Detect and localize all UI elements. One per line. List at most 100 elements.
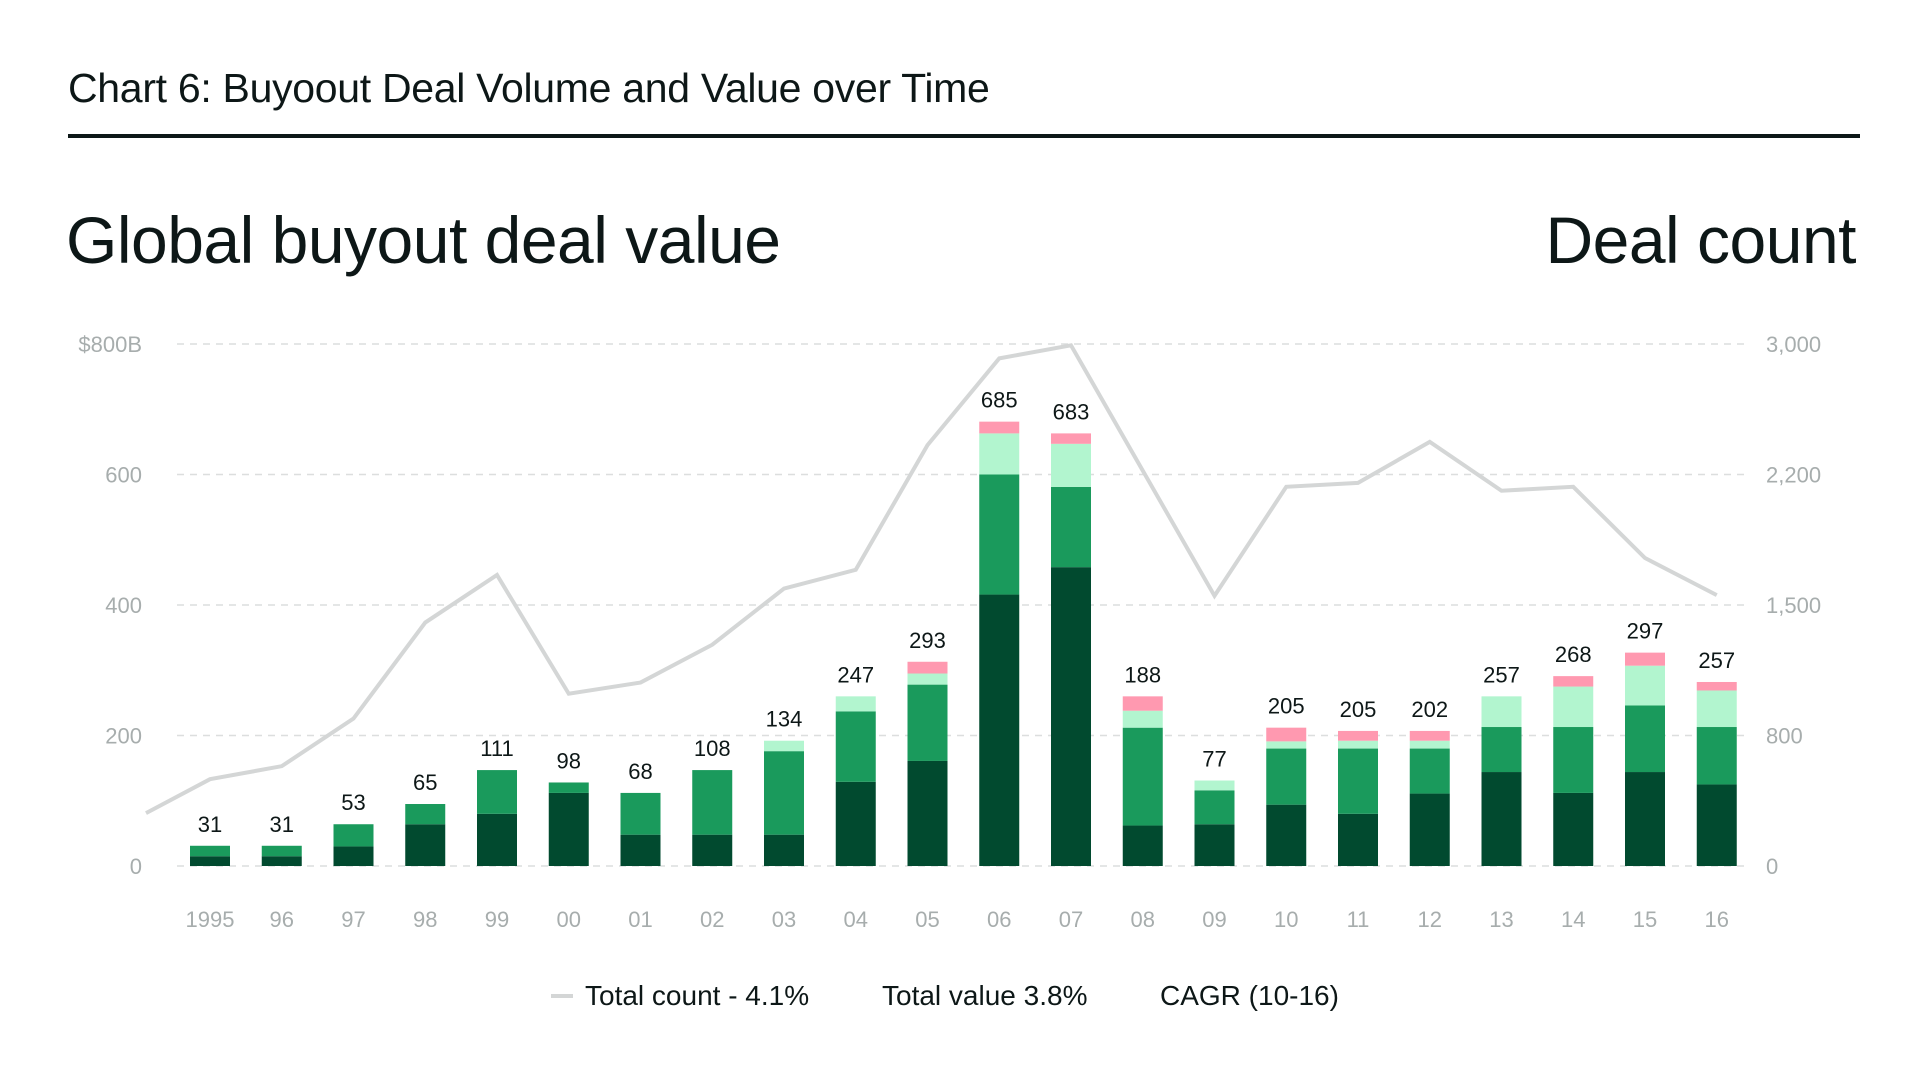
- bar-stack: [692, 770, 733, 866]
- x-axis-tick-label: 11: [1347, 907, 1370, 932]
- bar-segment-segment_4: [979, 421, 1020, 434]
- bar-segment-segment_2: [1481, 727, 1522, 773]
- bar-value-label: 205: [1340, 697, 1377, 722]
- legend-line-swatch-icon: [551, 994, 573, 998]
- right-axis-tick-label: 1,500: [1766, 593, 1821, 618]
- x-axis-tick-label: 14: [1561, 907, 1585, 932]
- legend-item-cagr: CAGR (10-16): [1160, 980, 1339, 1011]
- bar-segment-segment_4: [1051, 433, 1091, 444]
- bar-segment-segment_4: [1696, 681, 1737, 691]
- bar-segment-segment_1: [620, 834, 661, 866]
- right-axis-tick-label: 2,200: [1766, 463, 1821, 488]
- bar-stack: [261, 845, 302, 866]
- bar-segment-segment_3: [1481, 696, 1522, 728]
- bar-stack: [1696, 681, 1737, 866]
- bar-stack: [1481, 696, 1522, 866]
- bar-stack: [548, 782, 589, 866]
- bar-segment-segment_1: [548, 792, 589, 866]
- x-axis-tick-label: 1995: [186, 907, 235, 932]
- bar-segment-segment_1: [1696, 784, 1737, 866]
- bar-value-label: 685: [981, 388, 1018, 413]
- bar-stack: [907, 661, 948, 866]
- bar-value-label: 205: [1268, 694, 1305, 719]
- bar-segment-segment_1: [692, 834, 733, 866]
- bar-segment-segment_4: [1625, 652, 1665, 666]
- bars: [190, 421, 1737, 866]
- bar-segment-segment_2: [907, 684, 948, 761]
- bar-segment-segment_1: [764, 834, 804, 866]
- x-axis-tick-label: 08: [1131, 907, 1155, 932]
- bar-segment-segment_2: [190, 845, 230, 857]
- right-axis-tick-label: 800: [1766, 724, 1803, 749]
- x-axis-tick-label: 96: [270, 907, 294, 932]
- bar-segment-segment_3: [1338, 740, 1378, 749]
- bar-stack: [1553, 676, 1594, 866]
- bar-stack: [1194, 780, 1235, 866]
- left-axis-labels: 0 200 400 600 $800B: [78, 332, 142, 879]
- x-axis-tick-label: 02: [700, 907, 724, 932]
- bar-stack: [477, 770, 517, 866]
- bar-value-label: 31: [270, 812, 294, 837]
- bar-segment-segment_3: [1553, 686, 1594, 728]
- bar-segment-segment_2: [1696, 727, 1737, 785]
- bar-segment-segment_2: [620, 792, 661, 835]
- bar-segment-segment_2: [1194, 790, 1235, 825]
- bar-segment-segment_4: [907, 661, 948, 674]
- right-axis-tick-label: 0: [1766, 854, 1778, 879]
- bar-value-label: 111: [480, 736, 513, 761]
- bar-segment-segment_4: [1338, 730, 1378, 741]
- bar-segment-segment_1: [261, 856, 302, 866]
- left-axis-tick-label: 400: [105, 593, 142, 618]
- bar-stack: [190, 845, 230, 866]
- bar-segment-segment_1: [190, 856, 230, 866]
- left-axis-heading: Global buyout deal value: [66, 203, 781, 277]
- bar-value-label: 188: [1124, 662, 1161, 687]
- x-axis-labels: 1995 96 97 98 99 00 01 02 03 04 05 06 07 08 09 10 11 12 13…: [186, 907, 1729, 932]
- bar-segment-segment_3: [1051, 443, 1091, 487]
- bar-stack: [333, 824, 374, 866]
- x-axis-tick-label: 01: [628, 907, 652, 932]
- left-axis-tick-label: $800B: [78, 332, 142, 357]
- legend-item-total-count: Total count - 4.1%: [585, 980, 810, 1011]
- legend: Total count - 4.1% Total value 3.8% CAGR…: [0, 978, 1920, 1018]
- bar-segment-segment_1: [907, 760, 948, 866]
- bar-segment-segment_1: [1409, 793, 1450, 866]
- bar-stack: [1338, 730, 1378, 866]
- bar-stack: [979, 421, 1020, 866]
- chart-title: Chart 6: Buyoout Deal Volume and Value o…: [68, 65, 990, 111]
- bar-segment-segment_1: [477, 813, 517, 866]
- x-axis-tick-label: 09: [1202, 907, 1226, 932]
- left-axis-tick-label: 200: [105, 724, 142, 749]
- bar-value-label: 31: [198, 812, 222, 837]
- bar-value-label: 68: [628, 759, 652, 784]
- bar-value-label: 268: [1555, 642, 1592, 667]
- x-axis-tick-label: 98: [413, 907, 437, 932]
- bar-segment-segment_2: [477, 770, 517, 814]
- bar-value-label: 293: [909, 628, 946, 653]
- bar-value-labels: 31 31 53 65 111 98 68 108 134 247 293 685 683 188 77 20…: [198, 388, 1735, 837]
- x-axis-tick-label: 04: [844, 907, 868, 932]
- bar-segment-segment_3: [1266, 741, 1307, 749]
- bar-stack: [764, 740, 804, 866]
- bar-segment-segment_2: [1338, 748, 1378, 814]
- x-axis-tick-label: 99: [485, 907, 509, 932]
- right-axis-labels: 0 800 1,500 2,200 3,000: [1766, 332, 1821, 879]
- bar-segment-segment_4: [1266, 727, 1307, 742]
- legend-item-total-value: Total value 3.8%: [882, 980, 1088, 1011]
- bar-segment-segment_3: [764, 740, 804, 752]
- bar-segment-segment_1: [979, 594, 1020, 866]
- bar-segment-segment_1: [1051, 567, 1091, 866]
- bar-segment-segment_1: [1553, 792, 1594, 866]
- x-axis-tick-label: 12: [1418, 907, 1442, 932]
- x-axis-tick-label: 05: [915, 907, 939, 932]
- bar-segment-segment_2: [1625, 705, 1665, 773]
- bar-segment-segment_2: [1122, 727, 1163, 826]
- bar-segment-segment_3: [1696, 690, 1737, 728]
- bar-segment-segment_2: [979, 474, 1020, 595]
- bar-segment-segment_1: [405, 824, 446, 866]
- bar-value-label: 108: [694, 736, 731, 761]
- bar-stack: [1051, 433, 1091, 866]
- bar-value-label: 247: [837, 662, 874, 687]
- bar-segment-segment_2: [764, 751, 804, 835]
- bar-segment-segment_2: [835, 711, 876, 782]
